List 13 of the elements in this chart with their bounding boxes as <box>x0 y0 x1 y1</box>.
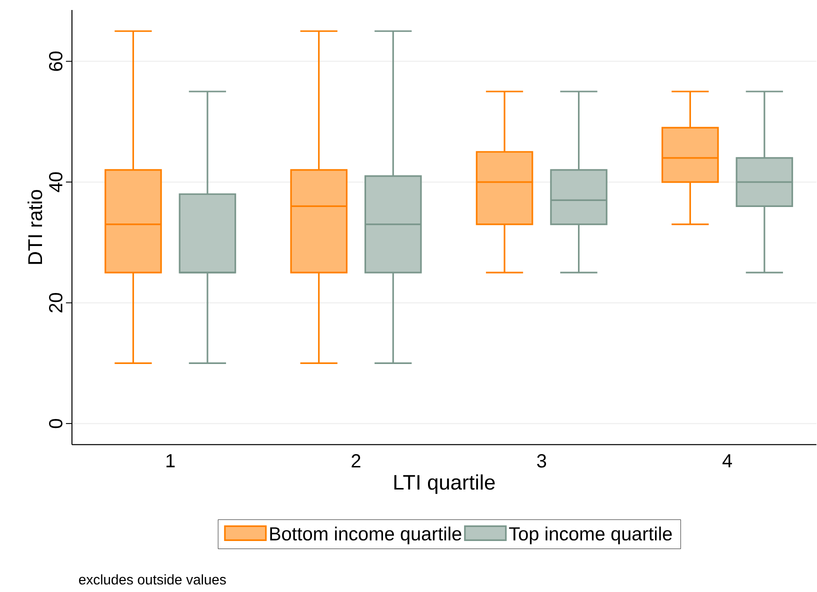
y-tick-label: 40 <box>49 172 62 192</box>
text: excludes outside values <box>79 574 226 585</box>
y-axis-title: DTI ratio <box>28 190 42 264</box>
y-tick-label: 60 <box>49 52 62 72</box>
x-tick-label: 1 <box>166 454 175 468</box>
x-axis-title: LTI quartile <box>394 474 495 494</box>
y-tick-label: 20 <box>49 293 62 313</box>
x-tick-label: 3 <box>537 454 546 468</box>
legend-label: Bottom income quartile <box>270 526 462 544</box>
x-tick-label: 4 <box>722 454 732 468</box>
legend-label: Top income quartile <box>509 526 672 544</box>
y-tick-label: 0 <box>49 419 62 428</box>
x-tick-label: 2 <box>352 454 360 468</box>
